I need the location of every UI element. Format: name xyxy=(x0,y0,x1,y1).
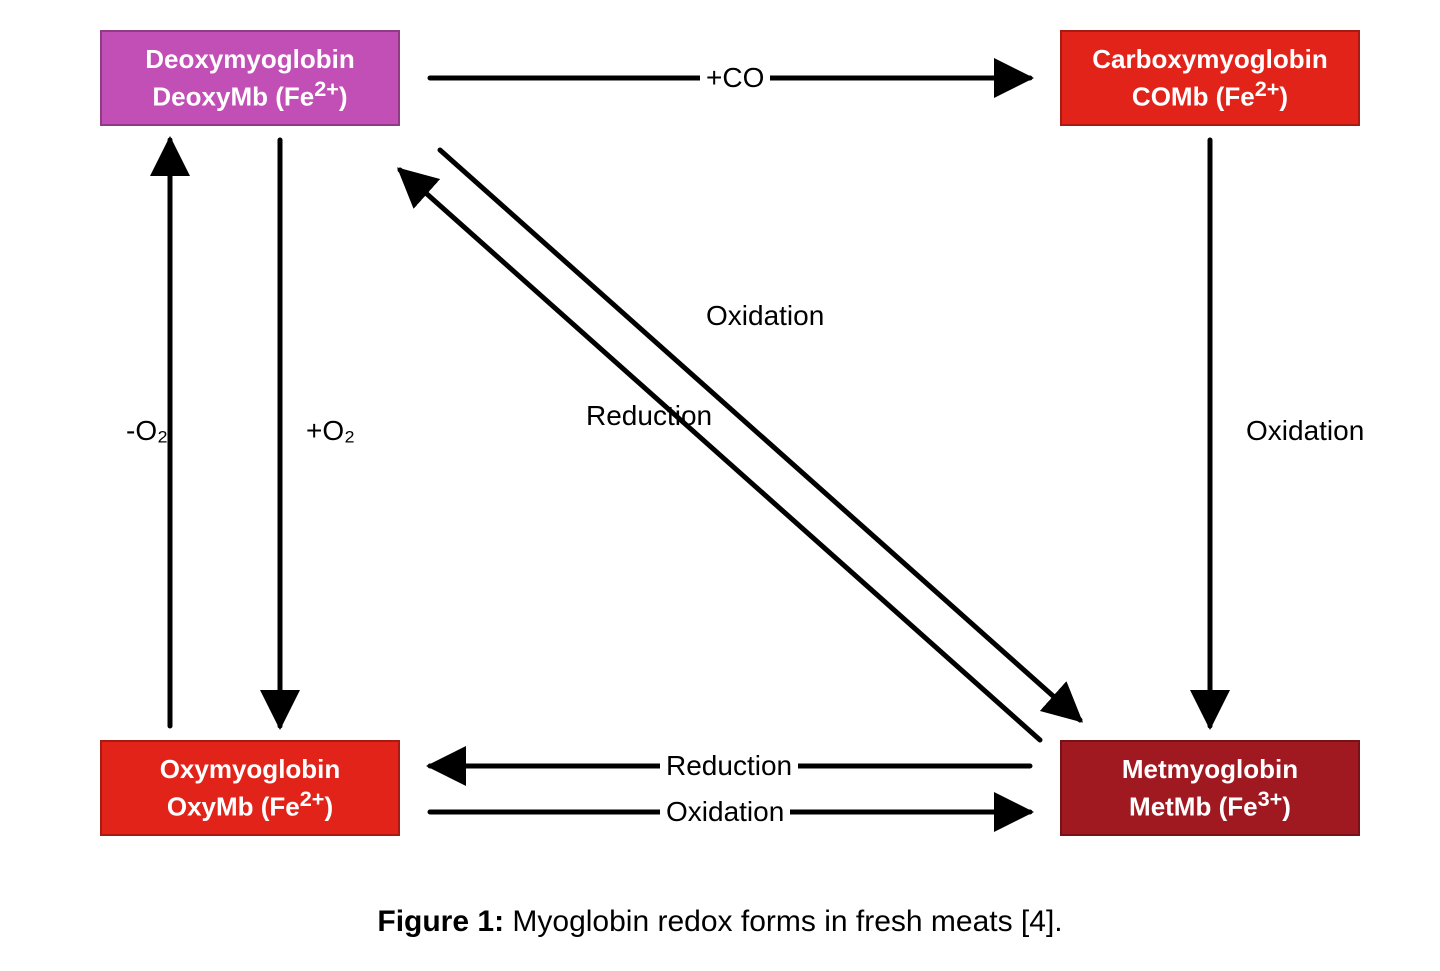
node-carboxymyoglobin: Carboxymyoglobin COMb (Fe2+) xyxy=(1060,30,1360,126)
node-metmyoglobin: Metmyoglobin MetMb (Fe3+) xyxy=(1060,740,1360,836)
edge-deoxy-to-met-diag xyxy=(440,150,1080,720)
edge-label-met-to-oxy: Reduction xyxy=(660,750,798,782)
node-line1: Oxymyoglobin xyxy=(160,753,341,786)
edge-label-deoxy-to-carboxy: +CO xyxy=(700,62,770,94)
node-line1: Metmyoglobin xyxy=(1122,753,1298,786)
edge-label-deoxy-to-oxy-right: +O₂ xyxy=(300,415,361,447)
node-line2: MetMb (Fe3+) xyxy=(1129,785,1291,823)
node-line2: DeoxyMb (Fe2+) xyxy=(152,75,347,113)
edge-label-carboxy-to-met: Oxidation xyxy=(1240,415,1370,447)
figure-caption: Figure 1: Myoglobin redox forms in fresh… xyxy=(320,905,1120,939)
caption-rest: Myoglobin redox forms in fresh meats [4]… xyxy=(504,905,1063,938)
node-deoxymyoglobin: Deoxymyoglobin DeoxyMb (Fe2+) xyxy=(100,30,400,126)
edge-label-oxy-to-deoxy-left: -O₂ xyxy=(120,415,174,447)
node-line1: Carboxymyoglobin xyxy=(1092,43,1327,76)
edge-label-met-to-deoxy-diag: Reduction xyxy=(580,400,718,432)
node-line1: Deoxymyoglobin xyxy=(145,43,354,76)
node-line2: OxyMb (Fe2+) xyxy=(167,785,333,823)
node-oxymyoglobin: Oxymyoglobin OxyMb (Fe2+) xyxy=(100,740,400,836)
edge-met-to-deoxy-diag xyxy=(400,170,1040,740)
caption-bold: Figure 1: xyxy=(377,905,504,938)
edge-label-deoxy-to-met-diag: Oxidation xyxy=(700,300,830,332)
diagram-stage: Deoxymyoglobin DeoxyMb (Fe2+) Carboxymyo… xyxy=(0,0,1440,971)
node-line2: COMb (Fe2+) xyxy=(1132,75,1288,113)
edge-label-oxy-to-met: Oxidation xyxy=(660,796,790,828)
